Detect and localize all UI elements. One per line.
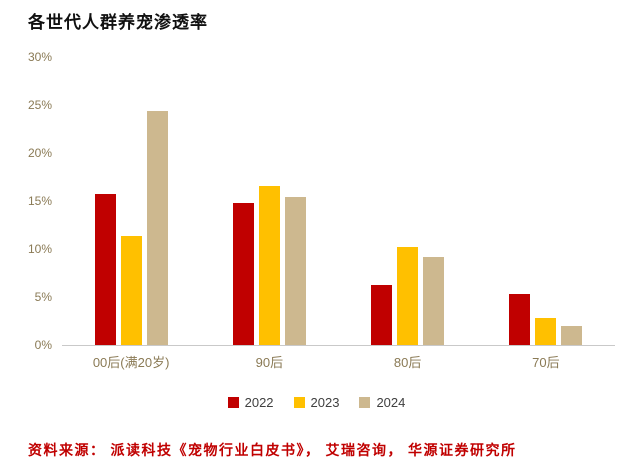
bar-2023 xyxy=(397,247,419,345)
x-category-label: 90后 xyxy=(255,355,284,370)
y-tick-label: 30% xyxy=(27,50,52,64)
bar-2022 xyxy=(232,202,254,345)
bar-2023 xyxy=(535,318,557,345)
y-tick-label: 20% xyxy=(27,146,52,160)
chart-title: 各世代人群养宠渗透率 xyxy=(28,13,208,32)
legend-item-2024: 2024 xyxy=(359,395,405,410)
legend-label: 2023 xyxy=(310,395,340,410)
x-category-label: 00后(满20岁) xyxy=(92,355,170,370)
legend-swatch xyxy=(227,397,239,408)
legend-item-2023: 2023 xyxy=(293,395,340,410)
bar-2024 xyxy=(423,256,445,345)
x-category-label: 80后 xyxy=(393,355,422,370)
bar-2024 xyxy=(146,110,168,345)
x-category-label: 70后 xyxy=(532,355,560,370)
y-tick-label: 25% xyxy=(27,98,52,112)
bar-2024 xyxy=(561,325,583,345)
bar-group xyxy=(339,57,477,345)
legend-swatch xyxy=(359,397,371,408)
y-tick-label: 0% xyxy=(34,338,52,352)
legend-label: 2022 xyxy=(244,395,274,410)
bar-group xyxy=(477,57,615,345)
bar-2022 xyxy=(509,294,531,345)
bar-2023 xyxy=(120,235,142,345)
y-tick-label: 10% xyxy=(27,242,52,256)
bar-2023 xyxy=(258,185,280,345)
bar-2022 xyxy=(371,284,393,345)
y-tick-label: 15% xyxy=(27,194,52,208)
legend-label: 2024 xyxy=(376,395,406,410)
bar-group xyxy=(200,57,338,345)
bar-group xyxy=(62,57,200,345)
y-tick-label: 5% xyxy=(34,290,52,304)
bar-2024 xyxy=(284,197,306,345)
legend: 2022 2023 2024 xyxy=(0,395,633,410)
plot-area xyxy=(62,57,615,346)
legend-swatch xyxy=(293,397,305,408)
bar-groups xyxy=(62,57,615,345)
legend-item-2022: 2022 xyxy=(227,395,274,410)
x-axis: 00后(满20岁) 90后 80后 70后 xyxy=(62,352,615,371)
y-axis: 0% 5% 10% 15% 20% 25% 30% xyxy=(18,50,58,352)
bar-2022 xyxy=(94,194,116,345)
source-note: 资料来源： 派读科技《宠物行业白皮书》， 艾瑞咨询， 华源证券研究所 xyxy=(28,444,517,459)
